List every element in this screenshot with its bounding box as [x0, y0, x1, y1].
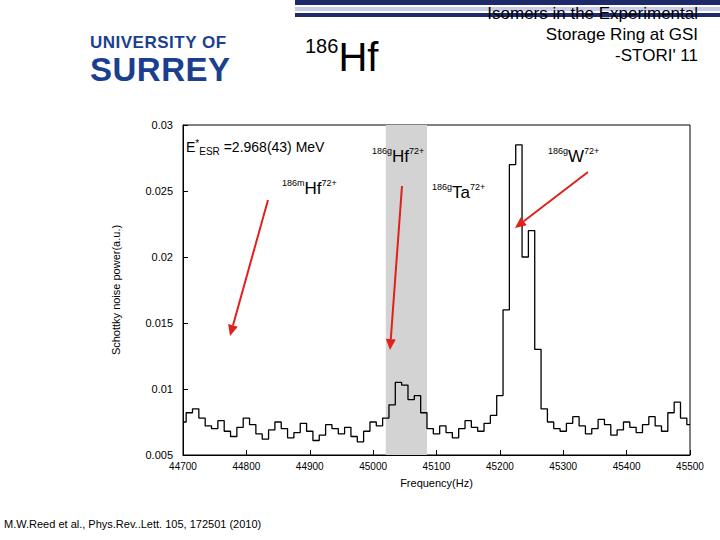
html-text:M.W.Reed et al., Phys.Rev..Let: M.W.Reed et al., Phys.Rev..Lett. 105, 17…	[4, 518, 262, 530]
html-text:-STORI' 11: -STORI' 11	[615, 46, 698, 65]
svg-text:0.015: 0.015	[145, 317, 173, 329]
html-text:SURREY: SURREY	[90, 51, 231, 88]
svg-text:44800: 44800	[232, 461, 260, 472]
svg-text:45100: 45100	[423, 461, 451, 472]
svg-text:186g: 186g	[548, 146, 568, 156]
svg-text:0.02: 0.02	[152, 251, 173, 263]
svg-text:45200: 45200	[486, 461, 514, 472]
svg-text:Ta: Ta	[452, 183, 471, 202]
html-text:186Hf: 186Hf	[305, 35, 379, 79]
html-text:Isomers in the Experimental: Isomers in the Experimental	[487, 4, 698, 23]
svg-text:45500: 45500	[676, 461, 704, 472]
svg-text:0.01: 0.01	[152, 383, 173, 395]
svg-text:E: E	[186, 139, 195, 155]
svg-text:Schottky noise power(a.u.): Schottky noise power(a.u.)	[110, 225, 122, 355]
svg-text:45400: 45400	[613, 461, 641, 472]
svg-text:44900: 44900	[296, 461, 324, 472]
svg-text:72+: 72+	[584, 146, 599, 156]
svg-text:186g: 186g	[372, 146, 392, 156]
svg-text:45300: 45300	[549, 461, 577, 472]
svg-text:Hf: Hf	[392, 147, 409, 166]
svg-text:ESR: ESR	[199, 146, 220, 157]
svg-text:72+: 72+	[409, 146, 424, 156]
html-text:Storage Ring at GSI: Storage Ring at GSI	[545, 25, 698, 44]
svg-text:72+: 72+	[322, 178, 337, 188]
svg-text:Hf: Hf	[305, 179, 322, 198]
svg-text:45000: 45000	[359, 461, 387, 472]
svg-text:0.025: 0.025	[145, 185, 173, 197]
svg-text:0.005: 0.005	[145, 449, 173, 461]
html-text:UNIVERSITY OF: UNIVERSITY OF	[90, 33, 227, 52]
svg-text:Frequency(Hz): Frequency(Hz)	[400, 477, 473, 489]
svg-text:72+: 72+	[470, 182, 485, 192]
svg-text:=2.968(43) MeV: =2.968(43) MeV	[220, 139, 325, 155]
svg-text:44700: 44700	[169, 461, 197, 472]
svg-text:186g: 186g	[432, 182, 452, 192]
svg-text:186m: 186m	[282, 178, 305, 188]
svg-text:W: W	[568, 147, 584, 166]
svg-text:0.03: 0.03	[152, 119, 173, 131]
